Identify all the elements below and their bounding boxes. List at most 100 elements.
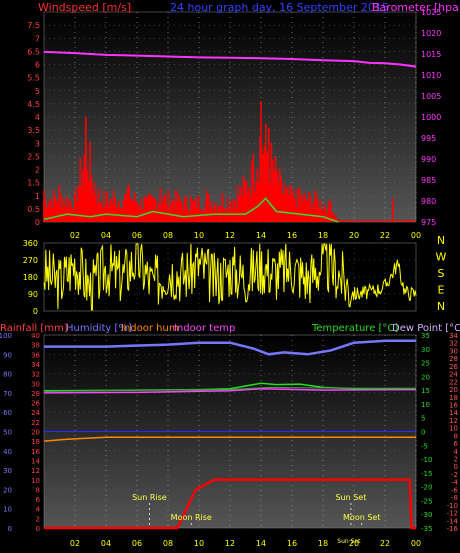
temperature-tick: 10: [421, 401, 430, 409]
rainfall-tick: 2: [36, 515, 40, 523]
x-tick-top: 12: [225, 231, 235, 240]
x-tick-top: 00: [411, 231, 421, 240]
dewpoint-tick: 22: [449, 378, 458, 386]
barometer-tick: 1020: [421, 29, 441, 38]
compass-label: N: [437, 234, 445, 247]
rainfall-tick: 24: [31, 409, 40, 417]
rainfall-tick: 38: [31, 342, 40, 350]
temp-series: [43, 339, 417, 530]
x-tick-top: 22: [380, 231, 390, 240]
rainfall-tick: 28: [31, 390, 40, 398]
temperature-tick: -20: [421, 484, 432, 492]
dewpoint-tick: 8: [454, 432, 458, 440]
humidity-tick: 100: [0, 332, 12, 340]
temp-axes: 0102030405060708090100024681012141618202…: [0, 332, 459, 533]
temperature-tick: 35: [421, 332, 430, 340]
direction-tick: 90: [28, 290, 38, 299]
rainfall-tick: 8: [36, 486, 40, 494]
dewpoint-tick: 0: [454, 463, 458, 471]
rainfall-tick: 30: [31, 380, 40, 388]
windspeed-label: Windspeed [m/s]: [38, 1, 131, 14]
humidity-tick: 90: [3, 351, 12, 359]
temperature-tick: 20: [421, 373, 430, 381]
barometer-tick: 1000: [421, 113, 441, 122]
barometer-label: Barometer [hpa]: [372, 1, 460, 14]
direction-line: [43, 243, 417, 311]
rainfall-tick: 26: [31, 400, 40, 408]
barometer-line: [43, 50, 417, 68]
barometer-tick: 985: [421, 176, 436, 185]
dewpoint-tick: 6: [454, 440, 459, 448]
dewpoint-tick: -6: [451, 486, 459, 494]
compass-label: E: [438, 284, 445, 297]
windspeed-tick: 6: [35, 61, 40, 70]
humidity-tick: 30: [3, 467, 12, 475]
direction-tick: 360: [23, 239, 38, 248]
windspeed-tick: 5.5: [27, 74, 40, 83]
humidity-tick: 80: [3, 371, 12, 379]
temperature-tick: -25: [421, 497, 432, 505]
moon-set-label: Moon Set: [343, 513, 380, 522]
rainfall-tick: 6: [36, 496, 41, 504]
rainfall-tick: 16: [31, 448, 40, 456]
barometer-tick: 995: [421, 134, 436, 143]
x-axis-bottom: 02 04 06 08 10 12 14 16 18 20 22 00 Sun Set: [70, 538, 421, 548]
windspeed-tick: 7.5: [27, 21, 40, 30]
x-tick-top: 02: [70, 231, 80, 240]
x-tick-bottom: 14: [256, 539, 266, 548]
x-tick-bottom: 04: [101, 539, 111, 548]
dewpoint-tick: 32: [449, 340, 458, 348]
dewpoint-tick: 30: [449, 347, 458, 355]
barometer-tick: 990: [421, 155, 436, 164]
humidity-tick: 70: [3, 390, 12, 398]
windspeed-tick: 5: [35, 87, 40, 96]
rainfall-tick: 4: [36, 506, 41, 514]
barometer-tick: 980: [421, 197, 436, 206]
windspeed-tick: 4.5: [27, 100, 40, 109]
windspeed-tick: 4: [35, 113, 40, 122]
x-axis-top: 02 04 06 08 10 12 14 16 18 20 22 00: [70, 231, 421, 240]
indoor-temp-label: Indoor temp: [174, 323, 235, 334]
barometer-series: [43, 50, 417, 68]
temperature-tick: -10: [421, 456, 432, 464]
compass-label: N: [437, 300, 445, 313]
temperature-tick: 0: [421, 429, 425, 437]
humidity-line: [44, 339, 416, 356]
rainfall-tick: 34: [31, 361, 40, 369]
windspeed-axis: 0 0.5 1 1.5 2 2.5 3 3.5 4 4.5 5 5.5 6 6.5 7 7.5: [27, 21, 40, 227]
avg-wind-line: [43, 197, 339, 223]
humidity-tick: 10: [3, 506, 12, 514]
indoor-hum-label: Indoor hum: [121, 323, 179, 334]
direction-tick: 0: [33, 307, 38, 316]
x-tick-bottom: 02: [70, 539, 80, 548]
temperature-tick: 25: [421, 360, 430, 368]
dewpoint-tick: -14: [447, 517, 459, 525]
humidity-tick: 0: [8, 525, 12, 533]
temperature-tick: 5: [421, 415, 425, 423]
x-tick-bottom: 06: [132, 539, 142, 548]
x-tick-bottom: 00: [411, 539, 421, 548]
temperature-tick: 15: [421, 387, 430, 395]
x-tick-top: 20: [349, 231, 359, 240]
x-tick-top: 06: [132, 231, 142, 240]
barometer-tick: 1015: [421, 50, 441, 59]
dewpoint-tick: 34: [449, 332, 458, 340]
x-tick-top: 04: [101, 231, 111, 240]
dewpoint-tick: 18: [449, 394, 458, 402]
x-tick-top: 10: [194, 231, 204, 240]
rainfall-tick: 14: [31, 457, 40, 465]
humidity-tick: 20: [3, 486, 12, 494]
x-tick-top: 16: [287, 231, 297, 240]
dewpoint-tick: -16: [447, 525, 459, 533]
x-tick-top: 14: [256, 231, 266, 240]
dewpoint-tick: 14: [449, 409, 458, 417]
indoor-hum-line: [43, 436, 416, 442]
wind-average-series: [43, 197, 339, 223]
dewpoint-tick: 26: [449, 363, 458, 371]
sun-set-bottom-label: Sun Set: [337, 538, 361, 545]
windspeed-tick: 0: [35, 218, 40, 227]
dewpoint-tick: 4: [454, 448, 459, 456]
barometer-tick: 1025: [421, 8, 441, 17]
